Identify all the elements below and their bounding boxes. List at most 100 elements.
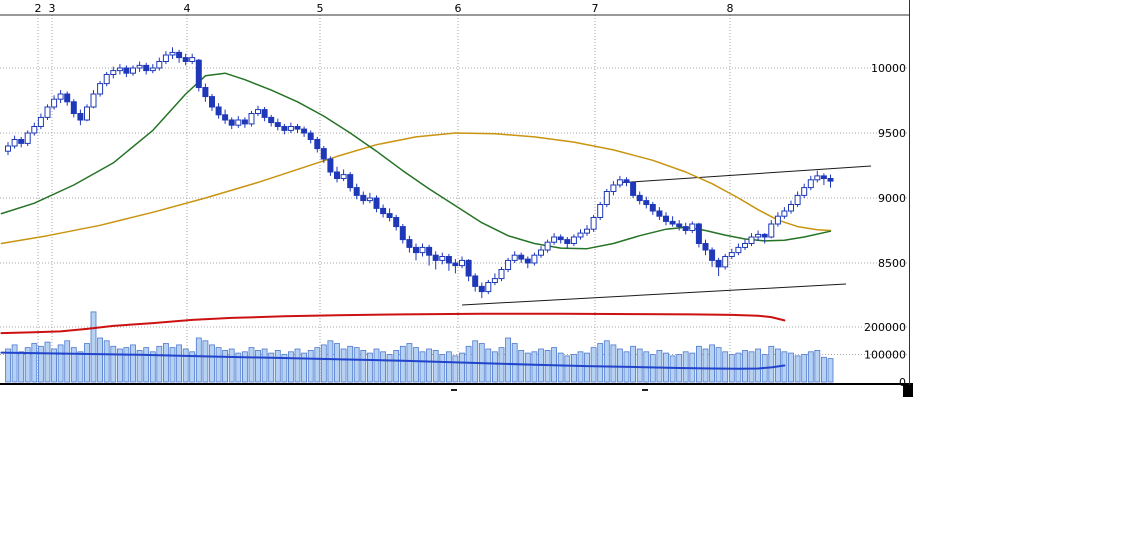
volume-bar [801, 354, 808, 383]
bottom-axis-line [0, 383, 913, 385]
candle-down [143, 64, 150, 72]
volume-bar [531, 351, 538, 383]
volume-bar [827, 358, 834, 383]
candle-up [742, 243, 748, 248]
candle-down [347, 174, 354, 189]
candle-up [788, 204, 794, 212]
volume-bar [584, 352, 590, 383]
volume-bar [320, 344, 327, 383]
volume-bar [202, 340, 209, 383]
candle-up [610, 184, 617, 192]
candle-down [77, 113, 84, 121]
candle-down [656, 210, 663, 217]
volume-bar [557, 352, 564, 383]
candle-down [209, 96, 215, 108]
scrollbar-corner[interactable] [903, 385, 913, 397]
candle-up [31, 126, 38, 134]
volume-bar [807, 351, 814, 383]
price-axis-tick-label: 8500 [878, 257, 906, 270]
candle-down [320, 148, 327, 160]
candle-down [465, 259, 472, 277]
candle-down [176, 51, 183, 59]
price-axis-labels: 10000 9500 9000 8500 [871, 62, 906, 270]
candle-down [682, 226, 689, 232]
volume-bar [472, 340, 479, 383]
candle-up [755, 233, 762, 238]
upper-resistance-line [616, 165, 872, 184]
volume-bar [287, 351, 294, 383]
candle-up [491, 278, 498, 284]
candle-down [301, 128, 308, 134]
volume-overlay-lines [0, 312, 786, 370]
candle-down [472, 275, 479, 287]
volume-bar [334, 343, 340, 383]
candle-up [169, 51, 176, 56]
candle-up [5, 145, 11, 152]
volume-bar [255, 349, 261, 383]
candle-down [478, 285, 485, 293]
candle-down [281, 126, 288, 131]
volume-bar [11, 344, 18, 383]
volume-bar [814, 349, 821, 383]
candle-up [794, 194, 801, 205]
candle-up [485, 282, 492, 293]
candle-down [274, 122, 281, 127]
month-label: 7 [592, 2, 599, 15]
candle-down [215, 106, 222, 116]
volume-bar [682, 351, 689, 383]
volume-bar [452, 355, 459, 383]
volume-bar [281, 354, 288, 383]
candle-up [807, 179, 814, 189]
short-moving-average [0, 72, 832, 250]
candle-down [695, 223, 702, 244]
volume-bar [149, 351, 156, 383]
candle-up [37, 116, 44, 128]
volume-bar [610, 344, 617, 383]
volume-bar [702, 348, 709, 383]
candle-down [413, 246, 419, 254]
candle-up [570, 236, 577, 244]
volume-bar [564, 355, 571, 383]
candle-up [603, 191, 610, 205]
candle-down [202, 87, 209, 98]
candle-down [182, 57, 189, 62]
candle-up [110, 70, 117, 75]
volume-bar [182, 348, 189, 383]
volume-bar [748, 351, 755, 383]
month-label: 4 [184, 2, 191, 15]
candle-up [531, 254, 538, 264]
candle-down [715, 259, 722, 268]
volume-bar [439, 354, 446, 383]
volume-bar [5, 348, 11, 383]
candle-down [294, 126, 301, 130]
volume-bar [340, 348, 347, 383]
candle-up [149, 67, 156, 72]
volume-bar [38, 345, 44, 383]
gridlines [0, 15, 909, 383]
volume-red-indicator [0, 312, 786, 335]
volume-bar [44, 341, 51, 383]
candlestick-series [5, 47, 834, 299]
volume-bar [669, 355, 676, 383]
candle-up [551, 236, 558, 243]
volume-bar [97, 337, 103, 383]
candle-up [97, 83, 104, 95]
volume-bar [51, 348, 57, 383]
candle-up [57, 93, 64, 100]
volume-bar [209, 344, 215, 383]
volume-bar [413, 347, 419, 383]
candle-down [761, 233, 768, 238]
candle-down [123, 67, 130, 74]
candle-down [334, 171, 340, 179]
candle-up [136, 64, 143, 69]
candle-up [748, 236, 755, 244]
candle-down [445, 256, 452, 264]
volume-bar [656, 349, 663, 383]
volume-bar [755, 348, 761, 383]
candle-up [597, 204, 604, 218]
volume-bar [241, 351, 248, 383]
volume-bar [380, 351, 387, 383]
candle-up [505, 259, 512, 270]
